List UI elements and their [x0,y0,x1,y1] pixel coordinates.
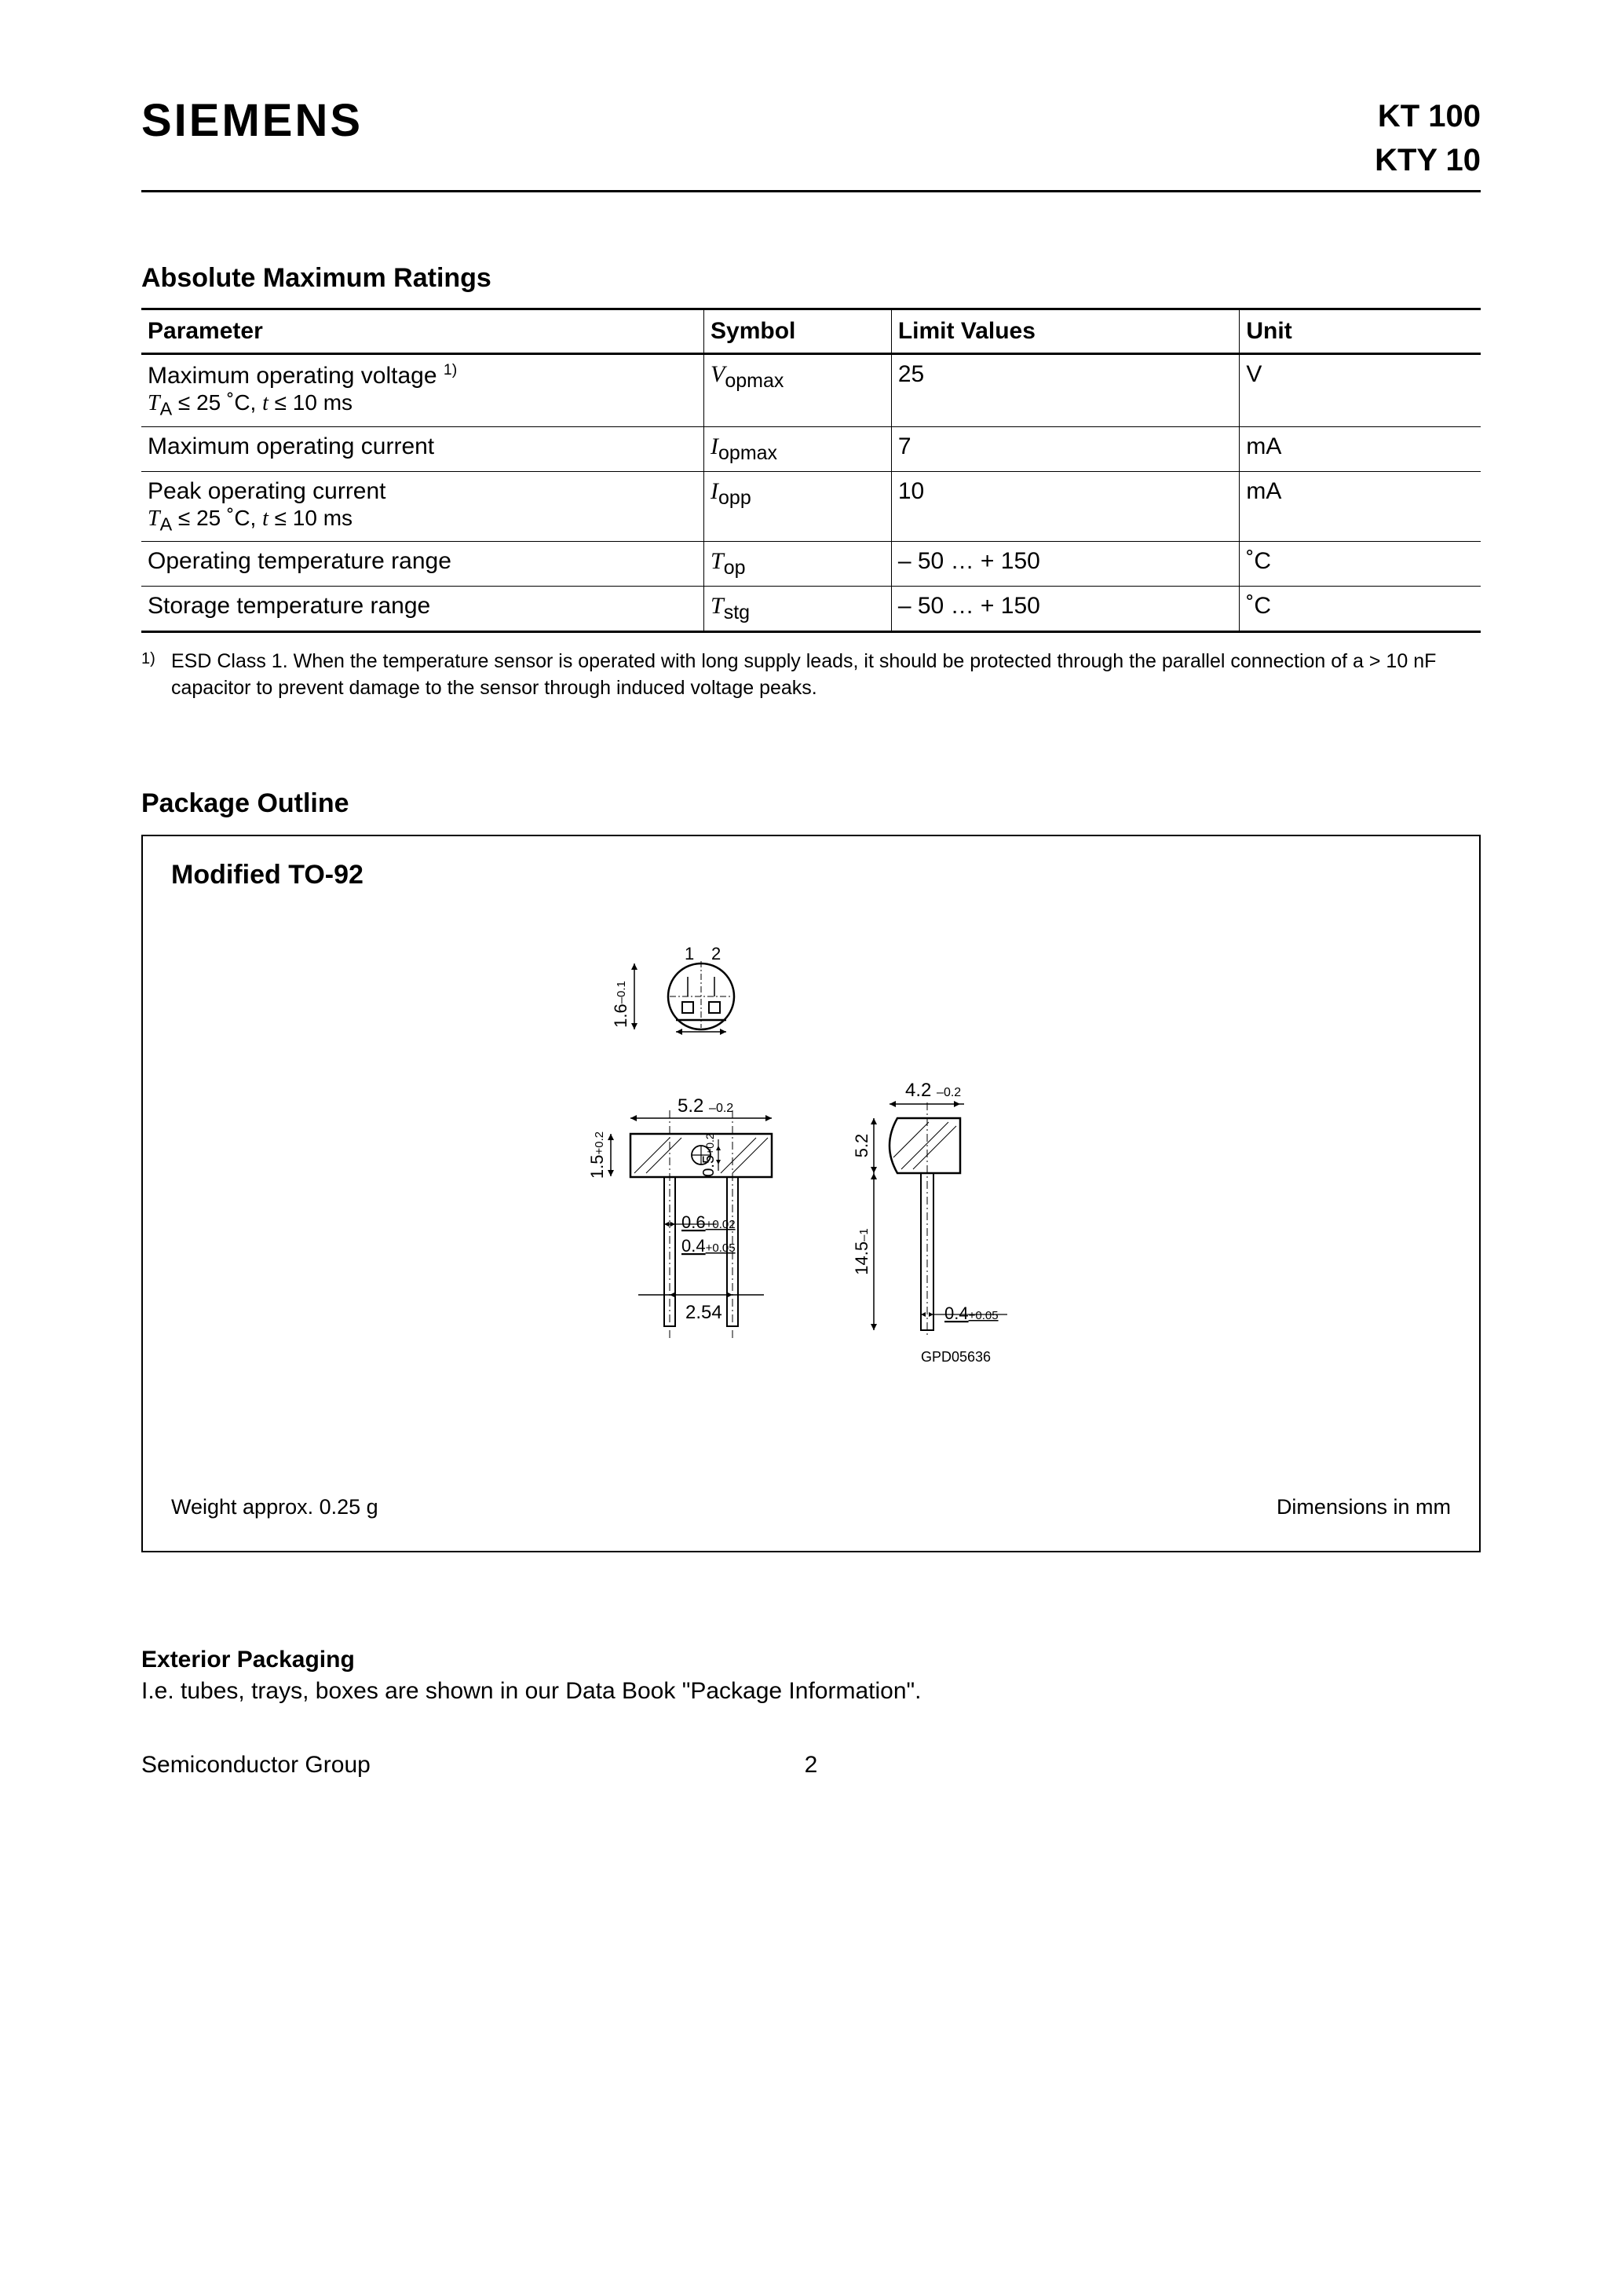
package-section-title: Package Outline [141,788,1481,819]
cell-symbol: Top [704,542,892,587]
pitch: 2.54 [685,1302,722,1323]
cell-unit: V [1240,354,1481,427]
col-parameter: Parameter [141,309,704,354]
table-row: Operating temperature rangeTop– 50 … + 1… [141,542,1481,587]
footnote-text: ESD Class 1. When the temperature sensor… [171,649,1481,702]
package-drawing: 1 2 1.6–0.1 [171,922,1451,1472]
cell-limit: 10 [891,471,1240,542]
svg-text:4.2 –0.2: 4.2 –0.2 [905,1080,961,1101]
cell-parameter: Maximum operating voltage 1)TA ≤ 25 ˚C, … [141,354,704,427]
body-h-tol: +0.2 [593,1132,606,1155]
table-row: Maximum operating voltage 1)TA ≤ 25 ˚C, … [141,354,1481,427]
part-number-block: KT 100 KTY 10 [1375,94,1481,182]
side-thick-tol: +0.05 [969,1309,999,1322]
side-total: 4.2 [905,1080,931,1101]
table-row: Storage temperature rangeTstg– 50 … + 15… [141,587,1481,632]
center-h: 0.5 [700,1155,718,1177]
cell-unit: mA [1240,471,1481,542]
package-footer: Weight approx. 0.25 g Dimensions in mm [171,1495,1451,1519]
cell-limit: 7 [891,426,1240,471]
ratings-title: Absolute Maximum Ratings [141,263,1481,294]
cell-symbol: Iopp [704,471,892,542]
exterior-text: I.e. tubes, trays, boxes are shown in ou… [141,1678,1481,1705]
body-w-tol: –0.2 [709,1102,733,1115]
cell-limit: – 50 … + 150 [891,542,1240,587]
table-header-row: Parameter Symbol Limit Values Unit [141,309,1481,354]
lead-w1-tol: +0.02 [706,1218,736,1231]
col-symbol: Symbol [704,309,892,354]
col-limit: Limit Values [891,309,1240,354]
cell-symbol: Vopmax [704,354,892,427]
cell-parameter: Storage temperature range [141,587,704,632]
table-row: Peak operating currentTA ≤ 25 ˚C, t ≤ 10… [141,471,1481,542]
exterior-title: Exterior Packaging [141,1647,1481,1673]
ratings-table: Parameter Symbol Limit Values Unit Maxim… [141,308,1481,633]
svg-text:0.4+0.05: 0.4+0.05 [944,1303,999,1323]
cell-unit: ˚C [1240,587,1481,632]
part-number-2: KTY 10 [1375,138,1481,182]
cell-parameter: Peak operating currentTA ≤ 25 ˚C, t ≤ 10… [141,471,704,542]
cell-unit: ˚C [1240,542,1481,587]
page-footer: Semiconductor Group 2 [141,1752,1481,1779]
cell-parameter: Maximum operating current [141,426,704,471]
drawing-code: GPD05636 [921,1349,991,1365]
svg-text:14.5–1: 14.5–1 [852,1228,871,1275]
side-thick: 0.4 [944,1303,969,1323]
center-h-tol: +0.2 [703,1133,716,1155]
body-h: 1.5 [587,1154,607,1179]
cell-symbol: Tstg [704,587,892,632]
footer-left: Semiconductor Group [141,1752,371,1779]
footnote-marker: 1) [141,649,160,702]
svg-text:0.5+0.2: 0.5+0.2 [700,1133,718,1177]
ratings-footnote: 1) ESD Class 1. When the temperature sen… [141,649,1481,702]
cell-limit: 25 [891,354,1240,427]
svg-text:5.2 –0.2: 5.2 –0.2 [678,1095,733,1117]
top-dim: 1.6 [611,1004,630,1028]
exterior-packaging: Exterior Packaging I.e. tubes, trays, bo… [141,1647,1481,1705]
lead-w1: 0.6 [681,1212,706,1232]
brand-logo: SIEMENS [141,94,363,147]
header-rule [141,190,1481,192]
pin2-label: 2 [711,944,721,963]
table-row: Maximum operating currentIopmax7mA [141,426,1481,471]
lead-w2-tol: +0.05 [706,1241,736,1255]
package-outline-box: Modified TO-92 1 2 [141,835,1481,1552]
part-number-1: KT 100 [1375,94,1481,138]
cell-parameter: Operating temperature range [141,542,704,587]
svg-text:1.6–0.1: 1.6–0.1 [611,981,630,1028]
page-number: 2 [805,1752,818,1779]
cell-limit: – 50 … + 150 [891,587,1240,632]
side-body-h: 5.2 [852,1133,871,1157]
lead-w2: 0.4 [681,1236,706,1256]
package-weight: Weight approx. 0.25 g [171,1495,378,1519]
side-lead-tol: –1 [857,1228,871,1241]
col-unit: Unit [1240,309,1481,354]
svg-text:1.5+0.2: 1.5+0.2 [587,1132,607,1179]
side-lead: 14.5 [852,1241,871,1275]
package-name: Modified TO-92 [171,860,1451,890]
cell-unit: mA [1240,426,1481,471]
body-w: 5.2 [678,1095,703,1117]
pin1-label: 1 [685,944,694,963]
top-tol: –0.1 [615,981,628,1004]
side-total-tol: –0.2 [937,1086,961,1099]
package-dim-note: Dimensions in mm [1277,1495,1451,1519]
page-header: SIEMENS KT 100 KTY 10 [141,94,1481,182]
cell-symbol: Iopmax [704,426,892,471]
